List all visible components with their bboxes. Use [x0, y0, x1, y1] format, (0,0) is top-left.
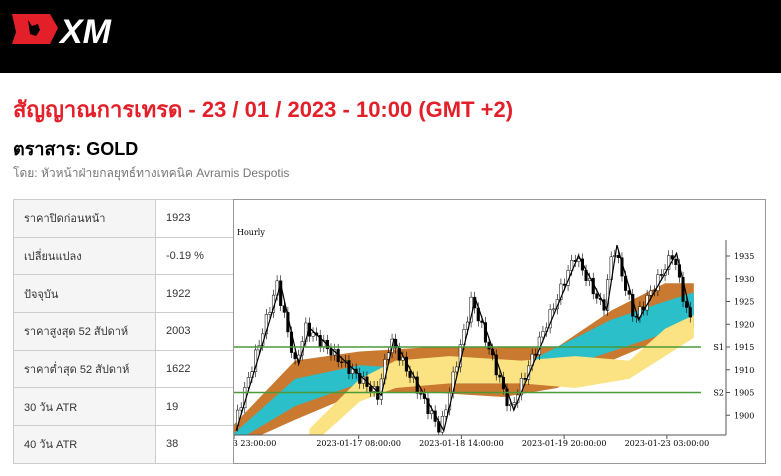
y-tick-label: 1905: [734, 389, 754, 398]
chart-title: Hourly: [237, 228, 265, 237]
table-row: 30 วัน ATR 19: [13, 387, 234, 427]
x-tick-label: 2023-01-18 14:00:00: [419, 439, 504, 448]
table-row: ราคาต่ำสุด 52 สัปดาห์ 1622: [13, 349, 234, 389]
candle-body: [649, 290, 653, 296]
table-row: เปลี่ยนแปลง -0.19 %: [13, 236, 234, 276]
stat-label: เปลี่ยนแปลง: [13, 236, 156, 276]
stat-value: 1922: [155, 274, 234, 314]
candle-body: [279, 280, 283, 306]
zigzag-line: [235, 244, 693, 433]
stat-label: 40 วัน ATR: [13, 425, 156, 464]
y-tick-label: 1935: [734, 252, 754, 261]
stat-label: ราคาสูงสุด 52 สัปดาห์: [13, 312, 156, 351]
y-tick-label: 1920: [734, 320, 754, 329]
candle-body: [616, 254, 620, 258]
stat-value: 38: [155, 425, 234, 464]
candle-body: [681, 277, 685, 302]
candle-body: [347, 360, 351, 374]
candle-body: [368, 386, 373, 392]
site-header: XM: [0, 0, 781, 73]
stats-table: ราคาปิดก่อนหน้า 1923 เปลี่ยนแปลง -0.19 % ปัจ…: [13, 199, 234, 464]
logo-text: XM: [58, 13, 112, 46]
candle-body: [685, 301, 689, 308]
candle-body: [667, 255, 671, 270]
candle-body: [541, 331, 545, 338]
candle-body: [264, 314, 268, 335]
stat-label: ราคาปิดก่อนหน้า: [13, 199, 156, 238]
candle-body: [444, 409, 448, 417]
y-tick-label: 1915: [734, 343, 754, 352]
candle-body: [408, 370, 412, 378]
instrument-heading: ตราสาร: GOLD: [13, 139, 139, 159]
y-tick-label: 1900: [734, 411, 754, 420]
plot-area: [234, 244, 694, 435]
stat-label: ปัจจุบัน: [13, 274, 156, 314]
candle-body: [358, 372, 362, 384]
candle-body: [674, 258, 678, 265]
stat-value: 2003: [155, 312, 234, 351]
y-tick-label: 1925: [734, 298, 754, 307]
author-byline: โดย: หัวหน้าฝ่ายกลยุทธ์ทางเทคนิค Avramis…: [13, 166, 290, 180]
candle-body: [268, 312, 272, 315]
candle-body: [659, 274, 664, 276]
candle-body: [487, 341, 491, 350]
chart-svg: S1 S2 1900 1905 1910 1915 1920 1925 1930 1935 2023…: [192, 228, 755, 448]
level-label: S2: [713, 389, 724, 398]
candle-body: [559, 283, 563, 300]
stat-value: 19: [155, 387, 234, 427]
candle-body: [426, 398, 430, 415]
candle-body: [577, 258, 581, 262]
candle-body: [552, 308, 556, 311]
stat-value: -0.19 %: [155, 236, 234, 276]
table-row: ราคาสูงสุด 52 สัปดาห์ 2003: [13, 312, 234, 351]
candle-body: [340, 361, 344, 364]
candle-body: [440, 416, 444, 433]
candle-body: [498, 374, 502, 378]
x-tick-label: 2023-01-23 03:00:00: [625, 439, 710, 448]
candle-body: [519, 378, 523, 396]
y-tick-label: 1910: [734, 366, 754, 375]
candle-body: [311, 332, 315, 337]
x-tick-label: 2023-01-17 08:00:00: [316, 439, 401, 448]
level-label: S1: [713, 343, 724, 352]
candle-body: [282, 305, 286, 313]
candle-body: [430, 410, 434, 415]
x-tick-label: 2023-01-13 23:00:00: [234, 439, 276, 448]
candle-body: [512, 402, 516, 405]
stat-label: 30 วัน ATR: [13, 387, 156, 427]
candle-body: [562, 283, 567, 286]
stat-label: ราคาต่ำสุด 52 สัปดาห์: [13, 349, 156, 389]
xm-logo[interactable]: XM: [10, 12, 132, 46]
candle-body: [494, 354, 498, 376]
candle-body: [246, 377, 250, 388]
stat-value: 1923: [155, 199, 234, 238]
candle-body: [419, 393, 423, 395]
candle-body: [548, 309, 552, 329]
page-title: สัญญาณการเทรด - 23 / 01 / 2023 - 10:00 (…: [13, 97, 514, 122]
y-tick-label: 1930: [734, 275, 754, 284]
x-tick-label: 2023-01-19 20:00:00: [522, 439, 607, 448]
table-row: 40 วัน ATR 38: [13, 425, 234, 464]
candle-body: [523, 378, 527, 380]
price-chart: S1 S2 1900 1905 1910 1915 1920 1925 1930 1935 2023…: [192, 199, 766, 464]
stat-value: 1622: [155, 349, 234, 389]
table-row: ปัจจุบัน 1922: [13, 274, 234, 314]
candle-body: [595, 293, 599, 299]
table-row: ราคาปิดก่อนหน้า 1923: [13, 199, 234, 238]
